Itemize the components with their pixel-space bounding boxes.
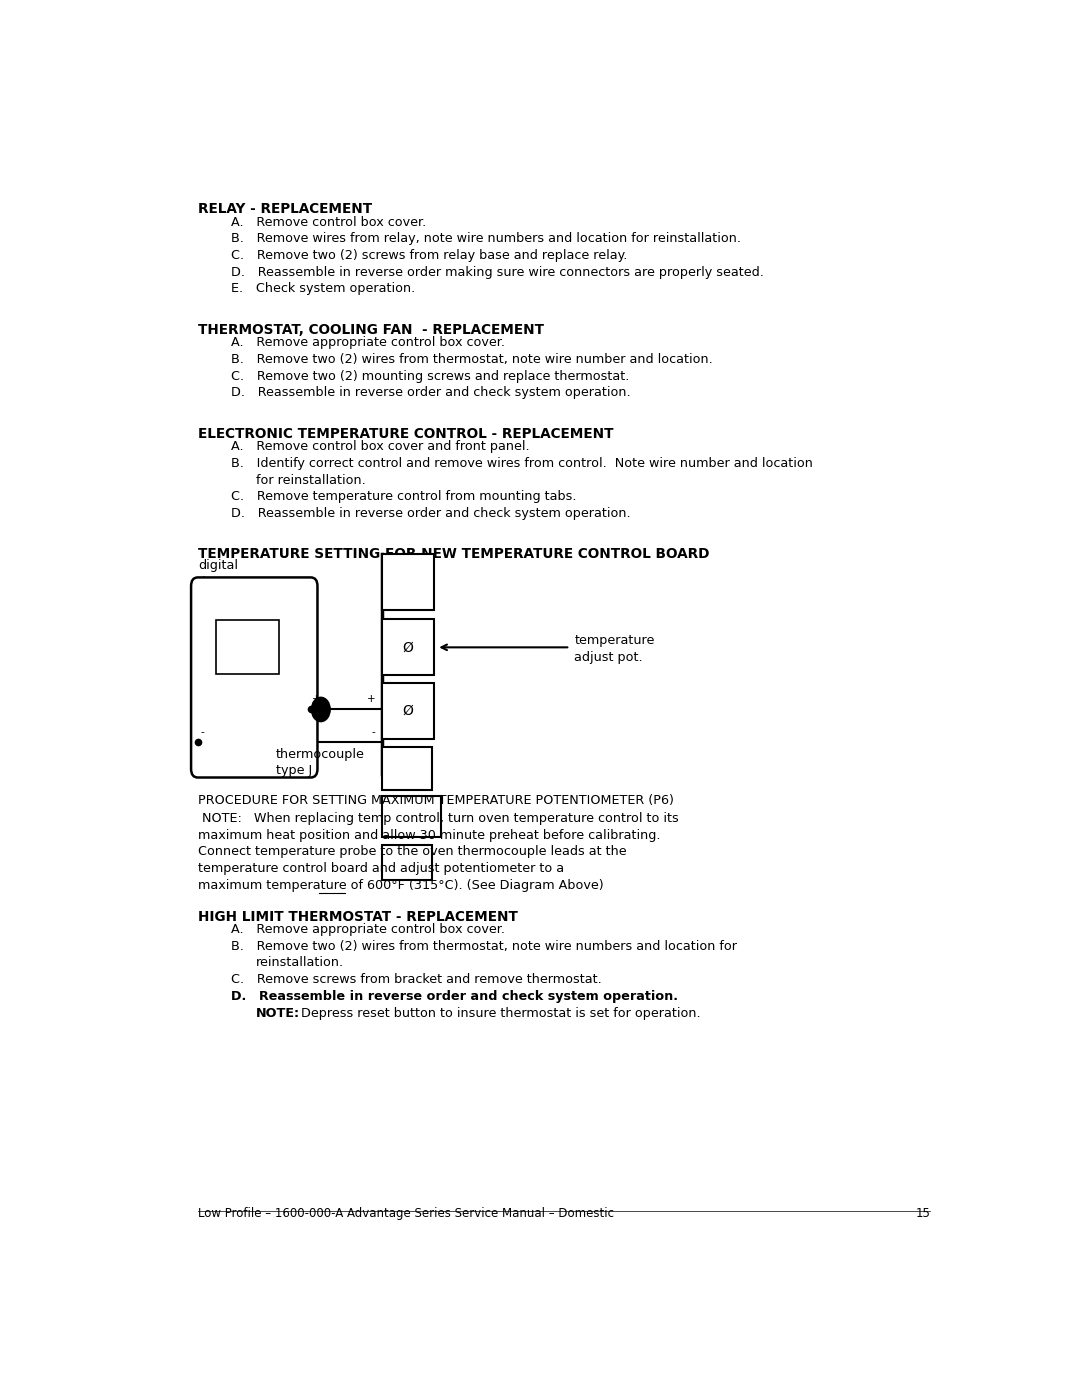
Text: B. Remove wires from relay, note wire numbers and location for reinstallation.: B. Remove wires from relay, note wire nu…	[231, 232, 741, 246]
Text: D. Reassemble in reverse order and check system operation.: D. Reassemble in reverse order and check…	[231, 507, 631, 520]
Text: B. Remove two (2) wires from thermostat, note wire number and location.: B. Remove two (2) wires from thermostat,…	[231, 353, 713, 366]
Text: C. Remove two (2) screws from relay base and replace relay.: C. Remove two (2) screws from relay base…	[231, 249, 627, 263]
Text: A. Remove appropriate control box cover.: A. Remove appropriate control box cover.	[231, 337, 505, 349]
Text: A. Remove control box cover.: A. Remove control box cover.	[231, 215, 427, 229]
Text: -: -	[200, 726, 204, 738]
Text: A. Remove control box cover and front panel.: A. Remove control box cover and front pa…	[231, 440, 530, 453]
Bar	[382, 845, 432, 880]
Text: TEMPERATURE SETTING FOR NEW TEMPERATURE CONTROL BOARD: TEMPERATURE SETTING FOR NEW TEMPERATURE …	[198, 548, 710, 562]
Bar	[382, 747, 432, 791]
Text: 15: 15	[915, 1207, 930, 1220]
Text: thermocouple: thermocouple	[275, 747, 364, 761]
Text: thermometer: thermometer	[198, 576, 282, 588]
Text: PROCEDURE FOR SETTING MAXIMUM TEMPERATURE POTENTIOMETER (P6): PROCEDURE FOR SETTING MAXIMUM TEMPERATUR…	[198, 793, 674, 806]
Text: B. Identify correct control and remove wires from control.  Note wire number and: B. Identify correct control and remove w…	[231, 457, 813, 469]
Bar	[216, 620, 279, 673]
Text: E. Check system operation.: E. Check system operation.	[231, 282, 416, 295]
Text: A. Remove appropriate control box cover.: A. Remove appropriate control box cover.	[231, 923, 505, 936]
Text: C. Remove two (2) mounting screws and replace thermostat.: C. Remove two (2) mounting screws and re…	[231, 370, 630, 383]
Text: ELECTRONIC TEMPERATURE CONTROL - REPLACEMENT: ELECTRONIC TEMPERATURE CONTROL - REPLACE…	[198, 426, 613, 440]
Text: +: +	[366, 694, 375, 704]
Text: Connect temperature probe to the oven thermocouple leads at the: Connect temperature probe to the oven th…	[198, 845, 626, 858]
Ellipse shape	[312, 697, 329, 721]
Text: D. Reassemble in reverse order and check system operation.: D. Reassemble in reverse order and check…	[231, 990, 678, 1003]
Text: adjust pot.: adjust pot.	[575, 651, 643, 664]
Text: for reinstallation.: for reinstallation.	[256, 474, 366, 486]
Text: NOTE:: NOTE:	[256, 1006, 300, 1020]
Text: C. Remove temperature control from mounting tabs.: C. Remove temperature control from mount…	[231, 490, 577, 503]
Text: D. Reassemble in reverse order and check system operation.: D. Reassemble in reverse order and check…	[231, 387, 631, 400]
Bar	[382, 683, 434, 739]
Text: RELAY - REPLACEMENT: RELAY - REPLACEMENT	[198, 203, 372, 217]
Text: B. Remove two (2) wires from thermostat, note wire numbers and location for: B. Remove two (2) wires from thermostat,…	[231, 940, 738, 953]
FancyBboxPatch shape	[191, 577, 318, 778]
Text: Ø: Ø	[403, 640, 414, 654]
Text: temperature control board and adjust potentiometer to a: temperature control board and adjust pot…	[198, 862, 564, 875]
Text: -: -	[372, 726, 375, 738]
Text: maximum heat position and allow 30 minute preheat before calibrating.: maximum heat position and allow 30 minut…	[198, 828, 660, 841]
Text: THERMOSTAT, COOLING FAN  - REPLACEMENT: THERMOSTAT, COOLING FAN - REPLACEMENT	[198, 323, 543, 337]
Text: temperature: temperature	[575, 634, 654, 647]
Text: maximum temperature of 600°F (315°C). (See Diagram Above): maximum temperature of 600°F (315°C). (S…	[198, 879, 604, 891]
Text: reinstallation.: reinstallation.	[256, 957, 345, 970]
Text: Low Profile – 1600-000-A Advantage Series Service Manual – Domestic: Low Profile – 1600-000-A Advantage Serie…	[198, 1207, 613, 1220]
Text: Ø: Ø	[403, 704, 414, 718]
Text: D. Reassemble in reverse order making sure wire connectors are properly seated.: D. Reassemble in reverse order making su…	[231, 265, 765, 278]
Text: HIGH LIMIT THERMOSTAT - REPLACEMENT: HIGH LIMIT THERMOSTAT - REPLACEMENT	[198, 909, 517, 923]
Bar	[382, 796, 441, 837]
Text: NOTE:   When replacing temp control, turn oven temperature control to its: NOTE: When replacing temp control, turn …	[198, 812, 678, 826]
Text: Depress reset button to insure thermostat is set for operation.: Depress reset button to insure thermosta…	[297, 1006, 700, 1020]
Bar	[382, 619, 434, 675]
Text: C. Remove screws from bracket and remove thermostat.: C. Remove screws from bracket and remove…	[231, 974, 602, 986]
Text: type J: type J	[275, 764, 312, 778]
Bar	[382, 553, 434, 609]
Text: digital: digital	[198, 559, 238, 573]
Text: +: +	[312, 694, 321, 704]
